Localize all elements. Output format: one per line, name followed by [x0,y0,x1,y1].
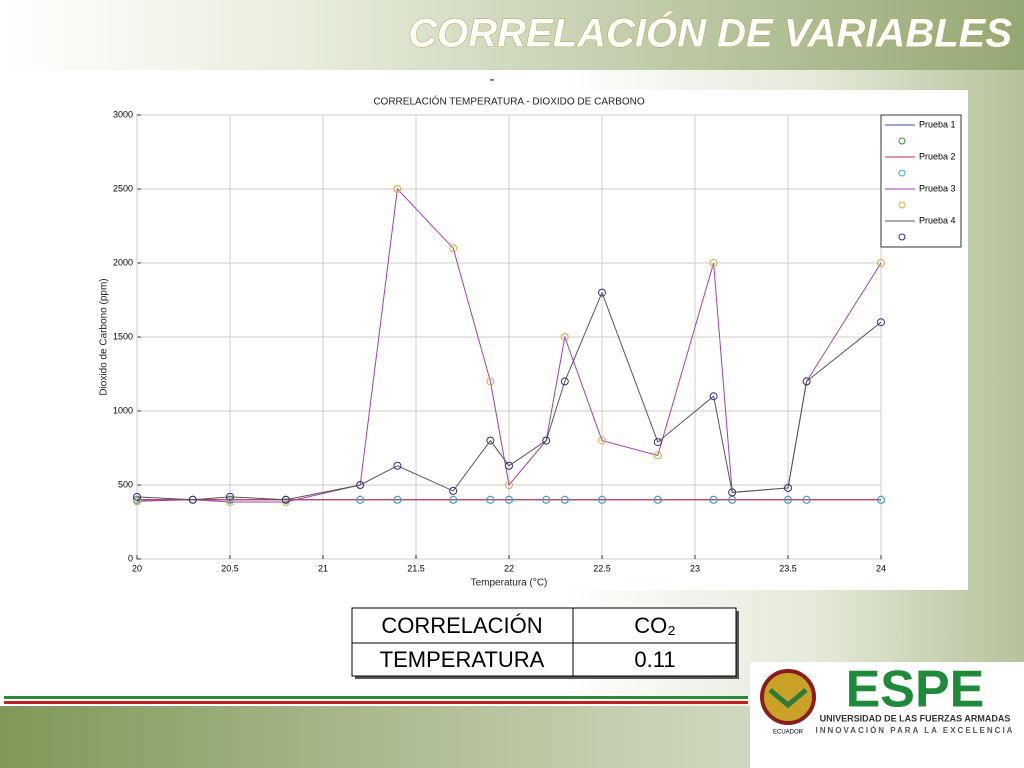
series-line [136,291,882,501]
x-tick-label: 23.5 [779,563,797,573]
x-tick-label: 21 [318,563,328,573]
legend-marker [898,201,906,209]
y-tick-label: 0 [128,553,133,563]
data-point [709,495,718,504]
data-point [486,495,495,504]
data-point [653,438,662,447]
x-axis-label: Temperatura (°C) [471,578,548,589]
x-tick-label: 23 [690,563,700,573]
data-point [393,461,402,470]
y-tick-label: 2500 [113,183,133,193]
x-tick-label: 20.5 [221,563,239,573]
data-point [653,451,662,460]
table-cell: 0.11 [634,647,675,672]
data-point [486,436,495,445]
x-tick-label: 21.5 [407,563,425,573]
x-tick-label: 22 [504,563,514,573]
stripe [4,696,748,699]
y-tick-label: 500 [118,479,133,489]
data-point [393,185,402,193]
data-point [784,483,792,492]
data-point [598,288,606,297]
x-tick-label: 20 [132,563,142,573]
data-point [653,495,662,504]
plot: 0 500 1000 1500 2000 2500 3000 20 20.5 21 21.5 22 22… [113,109,962,573]
x-tick-label: 24 [876,563,886,573]
data-point [133,497,141,506]
table-cell: CO₂ [634,613,676,638]
data-point [356,495,365,504]
table-frame [351,607,737,677]
data-point [393,495,402,504]
data-point [802,377,811,386]
legend-marker [898,233,906,241]
data-point [560,333,569,341]
data-point [877,259,885,267]
y-tick-label: 3000 [113,109,133,119]
logo-country: ECUADOR [773,730,804,736]
data-point [728,488,737,497]
y-axis-label: Dioxido de Carbono (ppm) [99,278,110,395]
y-tick-label: 1500 [113,331,133,341]
data-point [486,377,495,386]
data-point [784,495,792,504]
y-tick-label: 1000 [113,405,133,415]
legend-label: Prueba 4 [919,215,956,225]
data-point [226,492,234,501]
table: CORRELACIÓN CO₂ TEMPERATURA 0.11 [351,607,739,679]
data-point [542,495,551,504]
data-point [877,495,885,504]
data-point [560,377,569,386]
data-point [560,495,569,504]
data-point [709,259,718,267]
data-point [449,495,458,504]
data-point [133,492,141,501]
data-point [449,244,458,253]
data-point [505,481,513,489]
data-point [356,481,365,489]
table-cell: TEMPERATURA [380,647,545,672]
data-point [226,495,234,504]
data-point [598,436,606,445]
slide-title: CORRELACIÓN DE VARIABLES [408,10,1012,56]
x-tick-label: 22.5 [593,563,611,573]
logo-line: INNOVACIÓN PARA LA EXCELENCIA [816,726,1015,735]
logo: ECUADOR ESPE UNIVERSIDAD DE LAS FUERZAS … [750,661,1024,768]
chart-title: CORRELACIÓN TEMPERATURA - DIOXIDO DE CAR… [373,95,645,108]
legend-marker [898,169,906,177]
legend-label: Prueba 2 [919,151,956,161]
logo-name: ESPE [846,661,985,719]
data-point [281,498,290,507]
data-point [505,461,513,470]
data-point [226,498,234,507]
data-point [598,495,606,504]
legend-box [880,114,962,248]
legend-label: Prueba 1 [919,119,956,129]
data-point [802,495,811,504]
emblem-detail [768,688,808,709]
title-band [0,0,1024,70]
dash: - [490,71,495,87]
legend-label: Prueba 3 [919,183,956,193]
data-point [877,318,885,327]
data-point [709,392,718,401]
data-point [505,495,513,504]
data-point [188,495,197,504]
emblem [760,669,816,725]
logo-line: UNIVERSIDAD DE LAS FUERZAS ARMADAS [820,713,1011,723]
stripe [4,701,748,704]
table-cell: CORRELACIÓN [381,613,542,638]
y-tick-label: 2000 [113,257,133,267]
legend-marker [898,137,906,145]
data-point [449,486,458,495]
data-point [542,436,551,445]
data-point [281,495,290,504]
